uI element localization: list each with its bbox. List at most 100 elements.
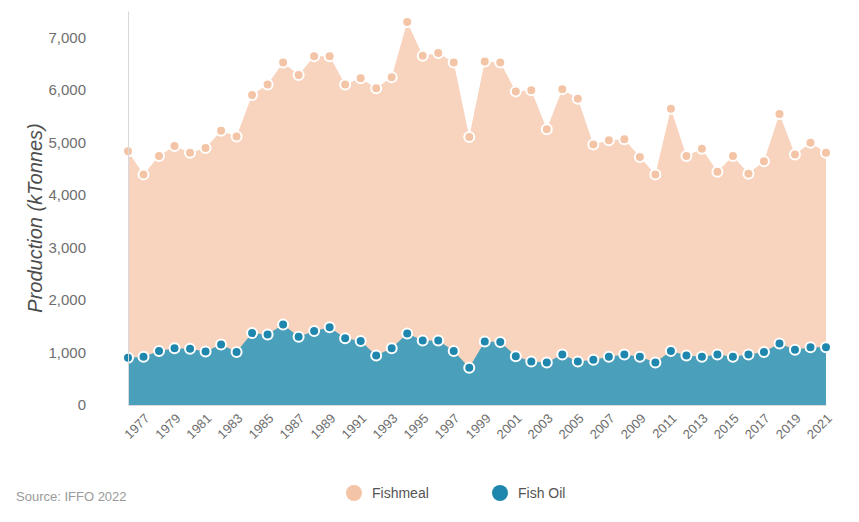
marker: [790, 345, 800, 355]
marker: [139, 352, 149, 362]
marker: [216, 126, 226, 136]
source-note: Source: IFFO 2022: [16, 489, 127, 504]
y-tick: 3,000: [48, 239, 128, 256]
marker: [371, 351, 381, 361]
marker: [418, 335, 428, 345]
marker: [681, 151, 691, 161]
x-tick-label: 1991: [338, 411, 369, 442]
marker: [247, 328, 257, 338]
x-tick: 2021: [804, 405, 835, 442]
marker: [557, 350, 567, 360]
x-tick-label: 1993: [369, 411, 400, 442]
marker: [666, 104, 676, 114]
x-tick-label: 2013: [680, 411, 711, 442]
x-tick: 1979: [152, 405, 183, 442]
marker: [495, 337, 505, 347]
x-tick: 2009: [618, 405, 649, 442]
y-tick: 1,000: [48, 344, 128, 361]
marker: [464, 132, 474, 142]
marker: [433, 48, 443, 58]
marker: [635, 352, 645, 362]
marker: [821, 342, 831, 352]
x-tick-label: 2005: [556, 411, 587, 442]
x-tick: 1987: [276, 405, 307, 442]
marker: [294, 70, 304, 80]
marker: [464, 363, 474, 373]
x-axis-line: [129, 405, 827, 406]
marker: [650, 169, 660, 179]
x-tick-label: 2001: [494, 411, 525, 442]
x-tick: 2015: [711, 405, 742, 442]
marker: [604, 352, 614, 362]
x-tick-label: 1989: [307, 411, 338, 442]
x-tick-label: 1979: [152, 411, 183, 442]
x-tick: 2019: [773, 405, 804, 442]
y-tick: 7,000: [48, 29, 128, 46]
marker: [697, 352, 707, 362]
x-tick-label: 2021: [804, 411, 835, 442]
marker: [821, 148, 831, 158]
x-tick-label: 1981: [183, 411, 214, 442]
marker: [650, 357, 660, 367]
x-tick-label: 1977: [121, 411, 152, 442]
marker: [402, 17, 412, 27]
marker: [712, 350, 722, 360]
y-tick-label: 5,000: [48, 134, 86, 151]
marker: [170, 141, 180, 151]
x-tick: 1989: [307, 405, 338, 442]
x-tick: 2013: [680, 405, 711, 442]
x-tick: 1991: [338, 405, 369, 442]
x-tick-label: 2007: [587, 411, 618, 442]
marker: [325, 51, 335, 61]
markers-0: [123, 17, 831, 179]
marker: [201, 346, 211, 356]
marker: [309, 51, 319, 61]
legend-label: Fish Oil: [518, 485, 565, 501]
y-tick-label: 4,000: [48, 186, 86, 203]
marker: [588, 355, 598, 365]
x-tick-label: 1987: [276, 411, 307, 442]
markers-1: [123, 320, 831, 373]
marker: [356, 336, 366, 346]
marker: [697, 144, 707, 154]
marker: [247, 90, 257, 100]
y-tick-label: 2,000: [48, 291, 86, 308]
plot-area: [123, 17, 831, 405]
marker: [154, 346, 164, 356]
y-tick: 2,000: [48, 291, 128, 308]
marker: [495, 57, 505, 67]
marker: [511, 351, 521, 361]
marker: [433, 335, 443, 345]
x-tick-label: 2003: [525, 411, 556, 442]
marker: [511, 86, 521, 96]
marker: [635, 152, 645, 162]
marker: [278, 57, 288, 67]
y-tick-label: 0: [78, 396, 86, 413]
marker: [790, 149, 800, 159]
marker: [526, 356, 536, 366]
x-tick: 1995: [401, 405, 432, 442]
x-tick: 2011: [649, 405, 679, 441]
x-tick: 2005: [556, 405, 587, 442]
x-tick: 1983: [214, 405, 245, 442]
x-tick-label: 1995: [401, 411, 432, 442]
x-tick: 2007: [587, 405, 618, 442]
marker: [340, 80, 350, 90]
y-tick-label: 6,000: [48, 81, 86, 98]
marker: [573, 356, 583, 366]
y-tick-label: 3,000: [48, 239, 86, 256]
marker: [480, 336, 490, 346]
x-tick: 1977: [121, 405, 152, 442]
y-tick-label: 1,000: [48, 344, 86, 361]
x-tick: 1993: [369, 405, 400, 442]
marker: [619, 350, 629, 360]
marker: [728, 352, 738, 362]
marker: [309, 326, 319, 336]
x-tick-label: 1999: [463, 411, 494, 442]
marker: [387, 343, 397, 353]
y-tick-label: 7,000: [48, 29, 86, 46]
x-tick-label: 2009: [618, 411, 649, 442]
marker: [573, 94, 583, 104]
marker: [542, 124, 552, 134]
marker: [449, 346, 459, 356]
